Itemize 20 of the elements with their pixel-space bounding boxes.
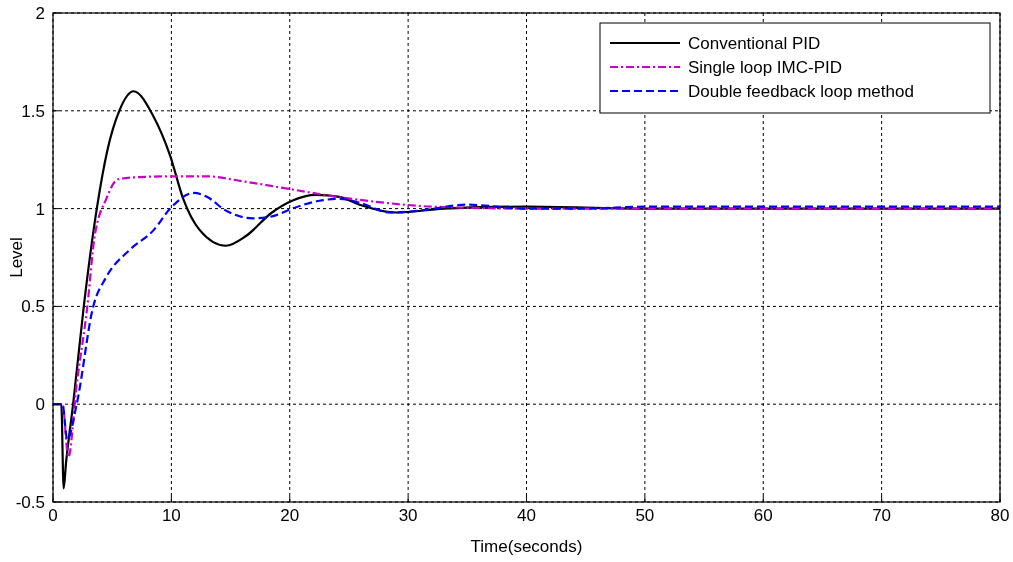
x-tick-label: 30 [398, 506, 418, 525]
x-tick-label: 70 [872, 506, 892, 525]
x-axis-title: Time(seconds) [470, 537, 583, 556]
x-tick-label: 0 [48, 506, 58, 525]
x-tick-label: 20 [280, 506, 300, 525]
y-tick-label: 2 [35, 4, 45, 23]
x-tick-label: 60 [753, 506, 773, 525]
y-tick-label: 1 [35, 199, 45, 219]
x-tick-label: 10 [161, 506, 181, 525]
y-axis-title: Level [7, 237, 26, 278]
y-tick-label: -0.5 [15, 493, 45, 512]
y-tick-label: 0 [35, 395, 45, 415]
y-tick-label: 1.5 [21, 101, 45, 121]
x-tick-label: 80 [990, 506, 1010, 525]
y-tick-label: 0.5 [21, 297, 45, 317]
x-tick-label: 40 [517, 506, 536, 525]
legend-label: Double feedback loop method [688, 82, 914, 101]
x-tick-label: 50 [635, 506, 655, 525]
legend-label: Single loop IMC-PID [688, 58, 843, 77]
legend-label: Conventional PID [688, 34, 821, 53]
